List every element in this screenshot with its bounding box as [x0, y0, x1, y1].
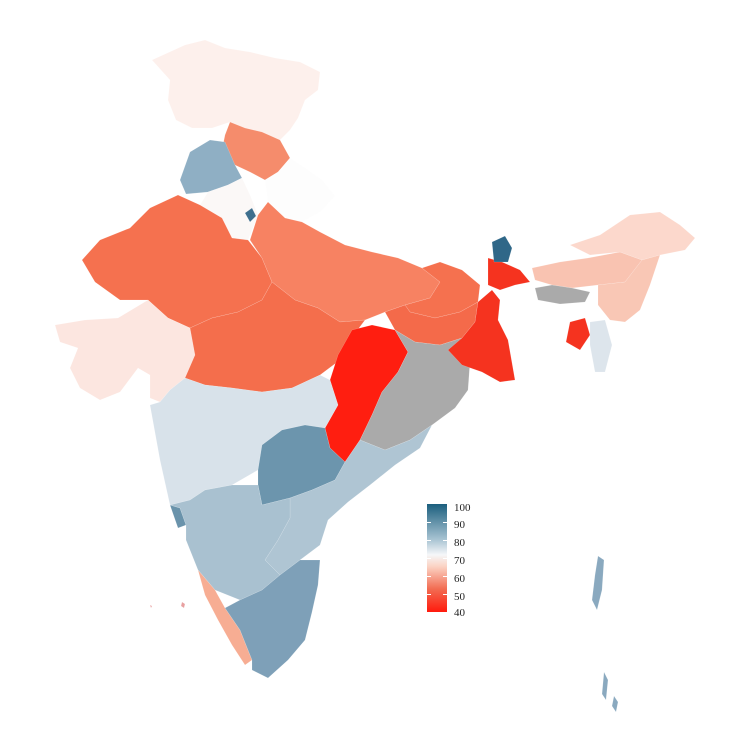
legend-gradient-bar — [427, 504, 447, 612]
legend-label-50: 50 — [454, 591, 465, 603]
region-delhi — [244, 207, 257, 223]
region-tamil-nadu — [224, 559, 321, 679]
region-west-bengal — [447, 289, 516, 383]
legend-label-100: 100 — [454, 502, 471, 514]
region-jammu-kashmir — [151, 39, 321, 141]
region-uttarakhand — [264, 157, 336, 223]
region-gujarat — [54, 299, 196, 403]
region-andaman-nicobar — [591, 555, 619, 713]
region-west-bengal-north — [487, 257, 531, 291]
region-kerala — [197, 569, 253, 666]
region-arunachal-pradesh — [569, 211, 696, 261]
color-legend: 100 90 80 70 60 50 40 — [427, 502, 487, 619]
region-meghalaya — [534, 284, 591, 305]
legend-label-80: 80 — [454, 537, 465, 549]
legend-label-60: 60 — [454, 573, 465, 585]
region-tripura — [565, 317, 591, 351]
region-nagaland-manipur — [597, 254, 661, 323]
region-mizoram — [589, 319, 613, 373]
legend-label-90: 90 — [454, 519, 465, 531]
region-karnataka — [169, 484, 291, 601]
region-lakshadweep — [149, 601, 186, 609]
legend-label-40: 40 — [454, 607, 465, 619]
region-sikkim — [491, 235, 513, 263]
legend-label-70: 70 — [454, 555, 465, 567]
